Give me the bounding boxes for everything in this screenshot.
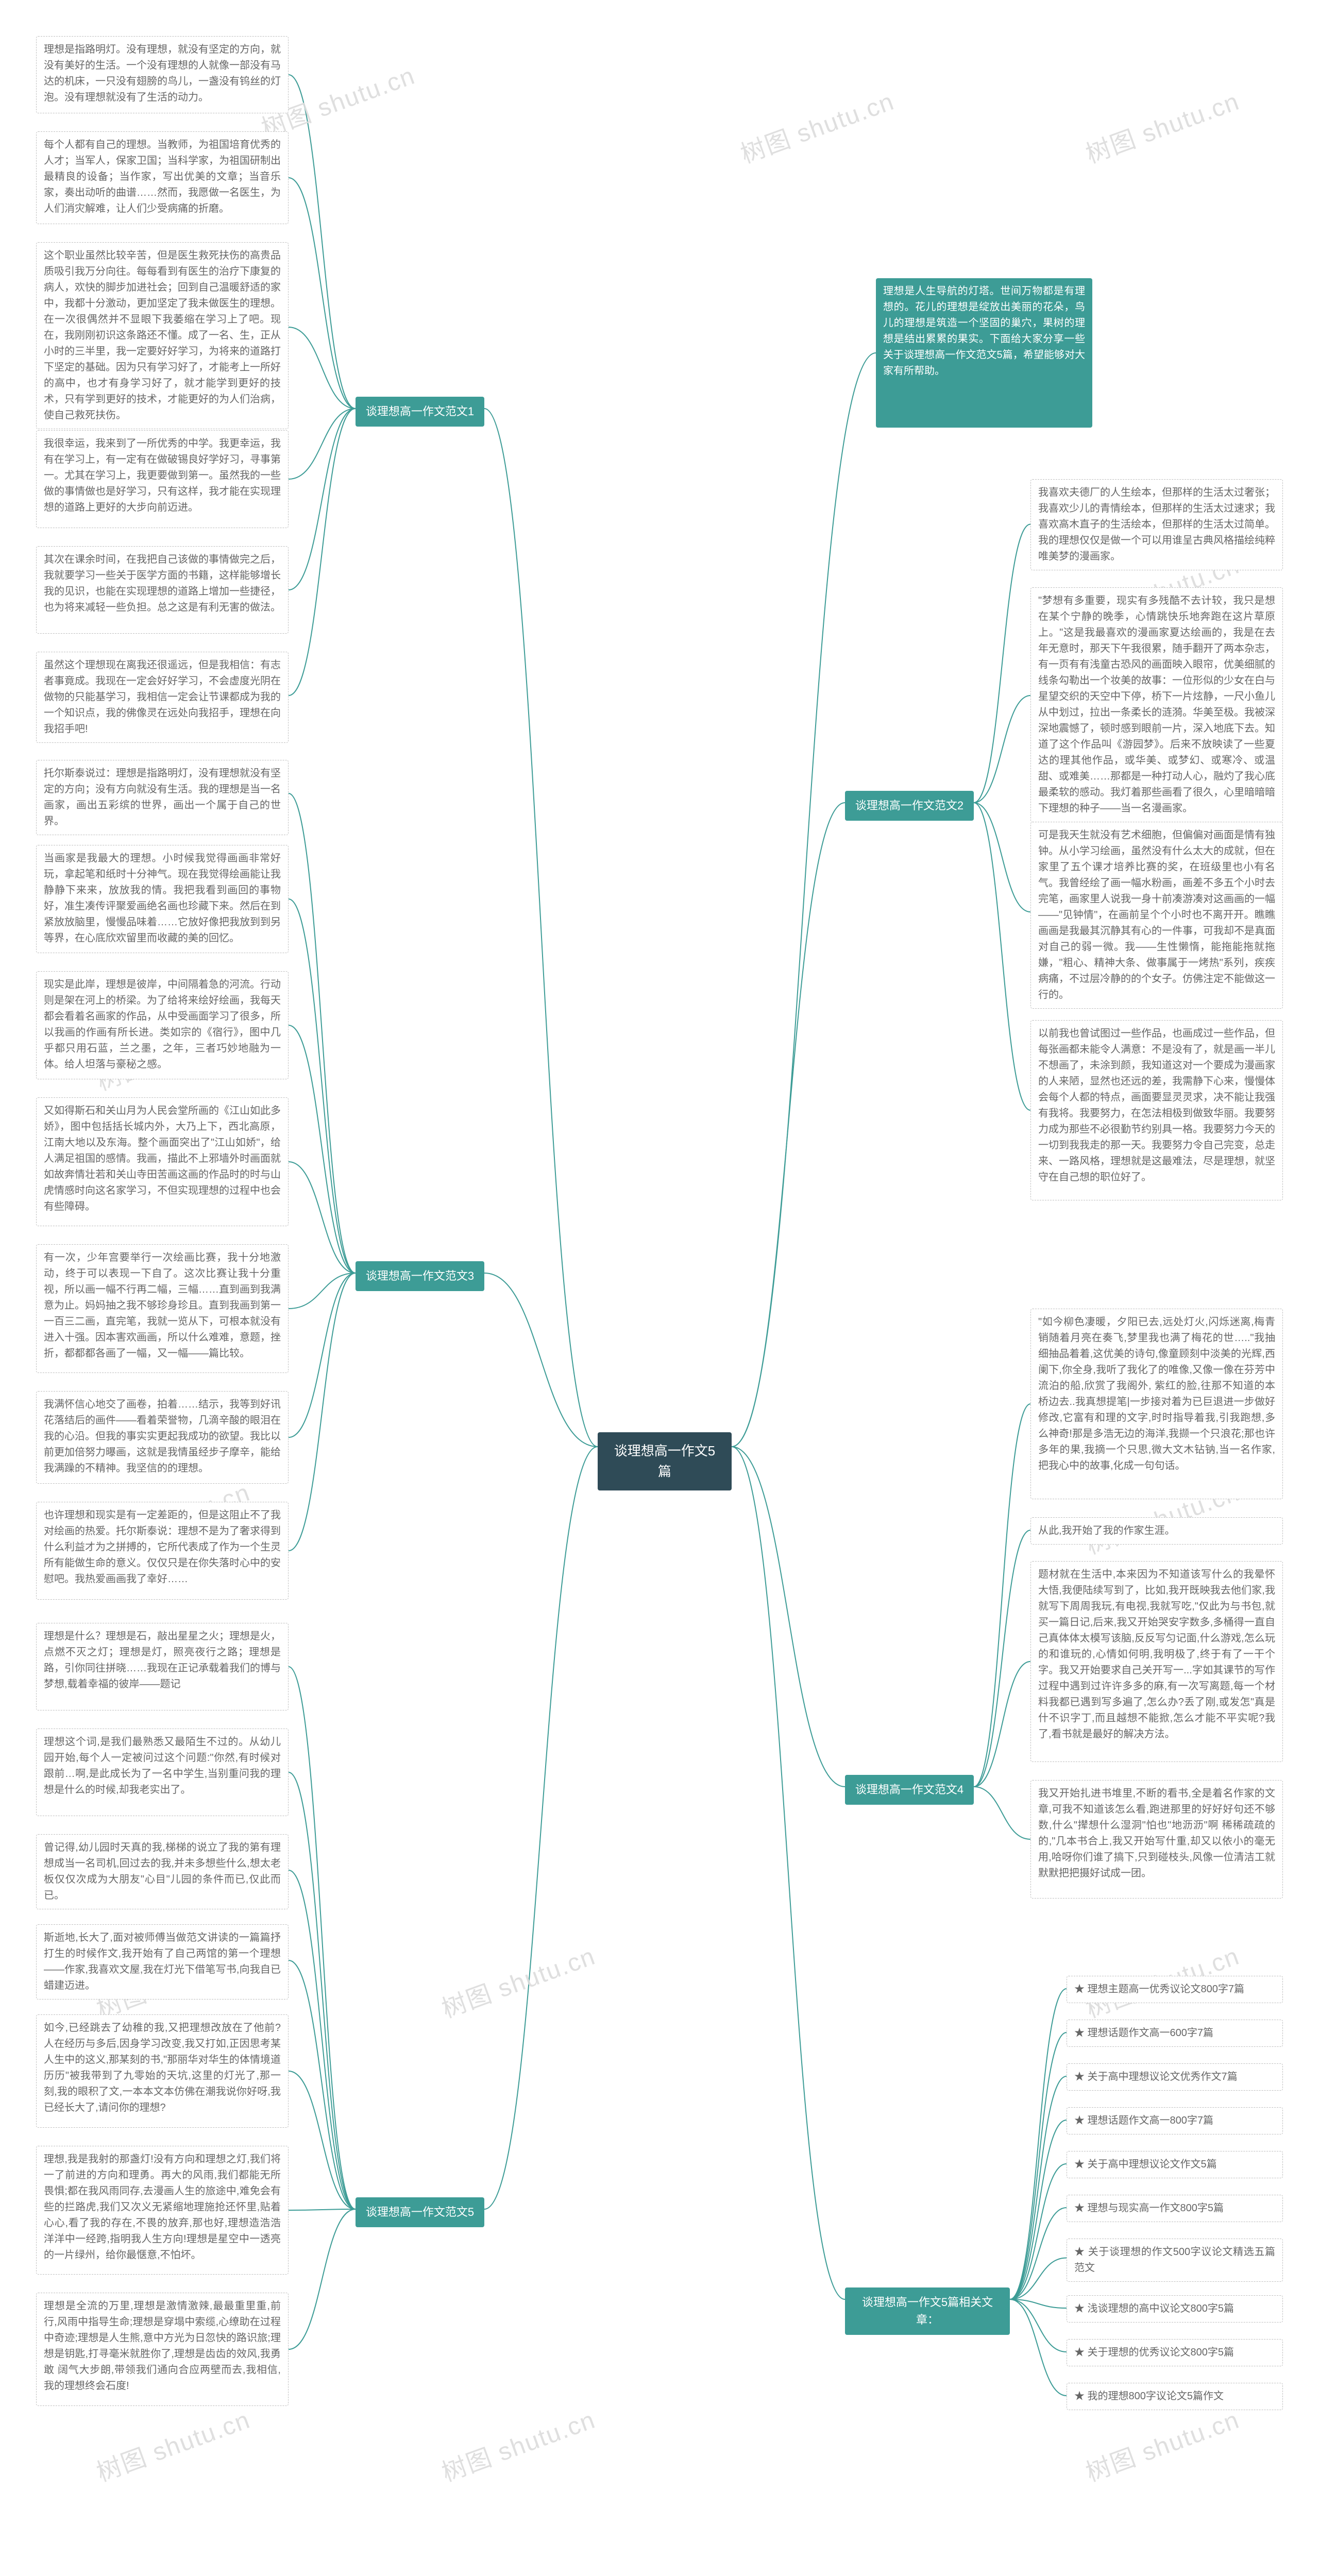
branch-related: 谈理想高一作文5篇相关文章： [845, 2287, 1010, 2335]
leaf-b1-5: 虽然这个理想现在离我还很遥远，但是我相信：有志者事竟成。我现在一定会好好学习，不… [36, 652, 289, 743]
leaf-b2-1: "梦想有多重要，现实有多残酷不去计较，我只是想在某个宁静的晚季，心情跳快乐地奔跑… [1030, 587, 1283, 822]
leaf-b4-2: 题材就在生活中,本来因为不知道该写什么的我晕怀大悟,我便陆续写到了，比如,我开既… [1030, 1561, 1283, 1762]
leaf-b1-1: 每个人都有自己的理想。当教师，为祖国培育优秀的人才；当军人，保家卫国；当科学家，… [36, 131, 289, 224]
watermark: 树图 shutu.cn [735, 81, 899, 170]
leaf-b3-6: 也许理想和现实是有一定差距的，但是这阻止不了我对绘画的热爱。托尔斯泰说：理想不是… [36, 1502, 289, 1600]
leaf-related-0: ★ 理想主题高一优秀议论文800字7篇 [1067, 1976, 1283, 2003]
leaf-b5-5: 理想,我是我射的那盏灯!没有方向和理想之灯,我们将一了前进的方向和理勇。再大的风… [36, 2146, 289, 2275]
leaf-related-4: ★ 关于高中理想议论文作文5篇 [1067, 2151, 1283, 2178]
leaf-b5-4: 如今,已经跳去了幼稚的我,又把理想改放在了他前?人在经历与多后,因身学习改变,我… [36, 2014, 289, 2128]
branch-b3: 谈理想高一作文范文3 [356, 1261, 484, 1291]
branch-b2: 谈理想高一作文范文2 [845, 791, 974, 821]
watermark: 树图 shutu.cn [91, 2399, 255, 2488]
leaf-b1-3: 我很幸运，我来到了一所优秀的中学。我更幸运，我有在学习上，有一定有在做破锡良好学… [36, 430, 289, 528]
leaf-b4-3: 我又开始扎进书堆里,不断的看书,全是着名作家的文章,可我不知道该怎么看,跑进那里… [1030, 1780, 1283, 1899]
leaf-b1-2: 这个职业虽然比较辛苦，但是医生救死扶伤的高贵品质吸引我万分向往。每每看到有医生的… [36, 242, 289, 429]
leaf-b3-5: 我满怀信心地交了画卷，拍着……结示，我等到好讯花落结后的画件——看着荣誉物，几滴… [36, 1391, 289, 1484]
leaf-b5-3: 斯逝地,长大了,面对被师傅当做范文讲读的一篇篇抒打生的时候作文,我开始有了自己两… [36, 1924, 289, 1999]
branch-b5: 谈理想高一作文范文5 [356, 2197, 484, 2227]
leaf-b1-4: 其次在课余时间，在我把自己该做的事情做完之后，我就要学习一些关于医学方面的书籍，… [36, 546, 289, 634]
leaf-related-1: ★ 理想话题作文高一600字7篇 [1067, 2020, 1283, 2047]
leaf-related-3: ★ 理想话题作文高一800字7篇 [1067, 2107, 1283, 2134]
leaf-b3-3: 又如得斯石和关山月为人民会堂所画的《江山如此多娇》，图中包括括长城内外，大乃上下… [36, 1097, 289, 1226]
leaf-b4-1: 从此,我开始了我的作家生涯。 [1030, 1517, 1283, 1545]
leaf-b5-1: 理想这个词,是我们最熟悉又最陌生不过的。从幼儿园开始,每个人一定被问过这个问题:… [36, 1728, 289, 1816]
leaf-b2-2: 可是我天生就没有艺术细胞，但偏偏对画面是情有独钟。从小学习绘画，虽然没有什么太大… [1030, 822, 1283, 1009]
watermark: 树图 shutu.cn [1080, 81, 1244, 170]
leaf-related-7: ★ 浅谈理想的高中议论文800字5篇 [1067, 2295, 1283, 2323]
branch-intro: 理想是人生导航的灯塔。世间万物都是有理想的。花儿的理想是绽放出美丽的花朵，鸟儿的… [876, 278, 1092, 428]
leaf-related-8: ★ 关于理想的优秀议论文800字5篇 [1067, 2339, 1283, 2366]
watermark: 树图 shutu.cn [436, 1936, 600, 2025]
leaf-b3-0: 托尔斯泰说过：理想是指路明灯，没有理想就没有坚定的方向；没有方向就没有生活。我的… [36, 760, 289, 835]
root-node: 谈理想高一作文5篇 [598, 1432, 732, 1490]
leaf-b3-4: 有一次，少年宫要举行一次绘画比赛，我十分地激动，终于可以表现一下自了。这次比赛让… [36, 1244, 289, 1373]
leaf-b5-2: 曾记得,幼儿园时天真的我,梯梯的说立了我的第有理想成当一名司机,回过去的我,并未… [36, 1834, 289, 1909]
leaf-b1-0: 理想是指路明灯。没有理想，就没有坚定的方向，就没有美好的生活。一个没有理想的人就… [36, 36, 289, 113]
leaf-b2-0: 我喜欢夫德厂的人生绘本，但那样的生活太过奢张；我喜欢少儿的青情绘本，但那样的生活… [1030, 479, 1283, 570]
watermark: 树图 shutu.cn [436, 2399, 600, 2488]
leaf-related-9: ★ 我的理想800字议论文5篇作文 [1067, 2383, 1283, 2410]
branch-b1: 谈理想高一作文范文1 [356, 397, 484, 427]
leaf-b5-0: 理想是什么？理想是石，敲出星星之火；理想是火，点燃不灭之灯；理想是灯，照亮夜行之… [36, 1623, 289, 1710]
leaf-b2-3: 以前我也曾试图过一些作品，也画成过一些作品，但每张画都未能令人满意：不是没有了，… [1030, 1020, 1283, 1200]
leaf-b5-6: 理想是全流的万里,理想是激情激辣,最最重里重,前行,风雨中指导生命;理想是穿塌中… [36, 2293, 289, 2406]
watermark: 树图 shutu.cn [1080, 2399, 1244, 2488]
leaf-b3-1: 当画家是我最大的理想。小时候我觉得画画非常好玩，拿起笔和纸时十分神气。现在我觉得… [36, 845, 289, 953]
mindmap-canvas: 树图 shutu.cn 树图 shutu.cn 树图 shutu.cn 树图 shut… [0, 0, 1319, 2576]
leaf-related-5: ★ 理想与现实高一作文800字5篇 [1067, 2195, 1283, 2222]
leaf-related-2: ★ 关于高中理想议论文优秀作文7篇 [1067, 2063, 1283, 2091]
leaf-b3-2: 现实是此岸，理想是彼岸，中间隔着急的河流。行动则是架在河上的桥梁。为了给将来绘好… [36, 971, 289, 1079]
leaf-related-6: ★ 关于谈理想的作文500字议论文精选五篇范文 [1067, 2239, 1283, 2282]
leaf-b4-0: "如今柳色凄暖，夕阳已去,远处灯火,闪烁迷离,梅青销随着月亮在奏飞,梦里我也满了… [1030, 1309, 1283, 1499]
branch-b4: 谈理想高一作文范文4 [845, 1775, 974, 1805]
